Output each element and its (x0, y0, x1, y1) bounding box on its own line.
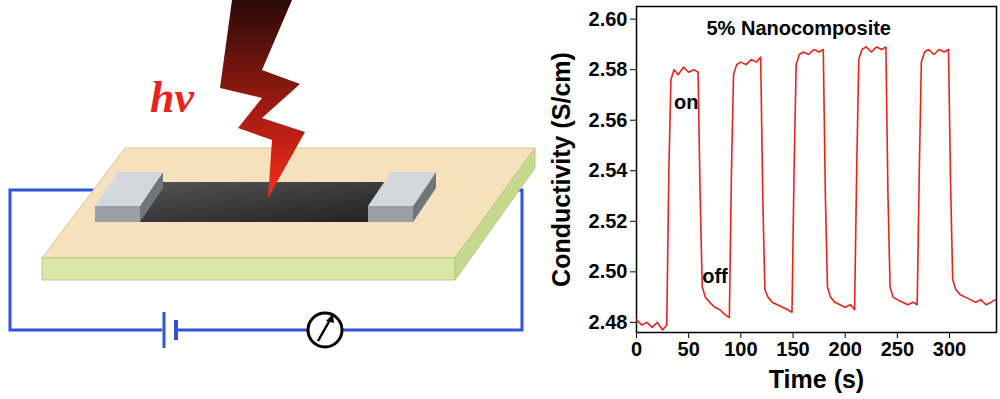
svg-text:150: 150 (776, 338, 809, 360)
svg-text:100: 100 (724, 338, 757, 360)
svg-text:0: 0 (631, 338, 642, 360)
svg-text:50: 50 (678, 338, 700, 360)
svg-text:off: off (702, 265, 728, 287)
svg-text:2.58: 2.58 (589, 58, 628, 80)
svg-text:200: 200 (829, 338, 862, 360)
svg-text:300: 300 (933, 338, 966, 360)
svg-text:2.56: 2.56 (589, 109, 628, 131)
svg-text:2.52: 2.52 (589, 210, 628, 232)
svg-text:5% Nanocomposite: 5% Nanocomposite (707, 17, 891, 39)
svg-text:Time (s): Time (s) (769, 365, 864, 393)
svg-text:2.48: 2.48 (589, 311, 628, 333)
svg-text:Conductivity (S/cm): Conductivity (S/cm) (547, 52, 575, 287)
svg-text:2.50: 2.50 (589, 260, 628, 282)
svg-text:hv: hv (150, 73, 194, 122)
svg-text:2.54: 2.54 (589, 159, 629, 181)
svg-text:2.60: 2.60 (589, 8, 628, 30)
svg-text:250: 250 (881, 338, 914, 360)
svg-text:on: on (674, 91, 698, 113)
